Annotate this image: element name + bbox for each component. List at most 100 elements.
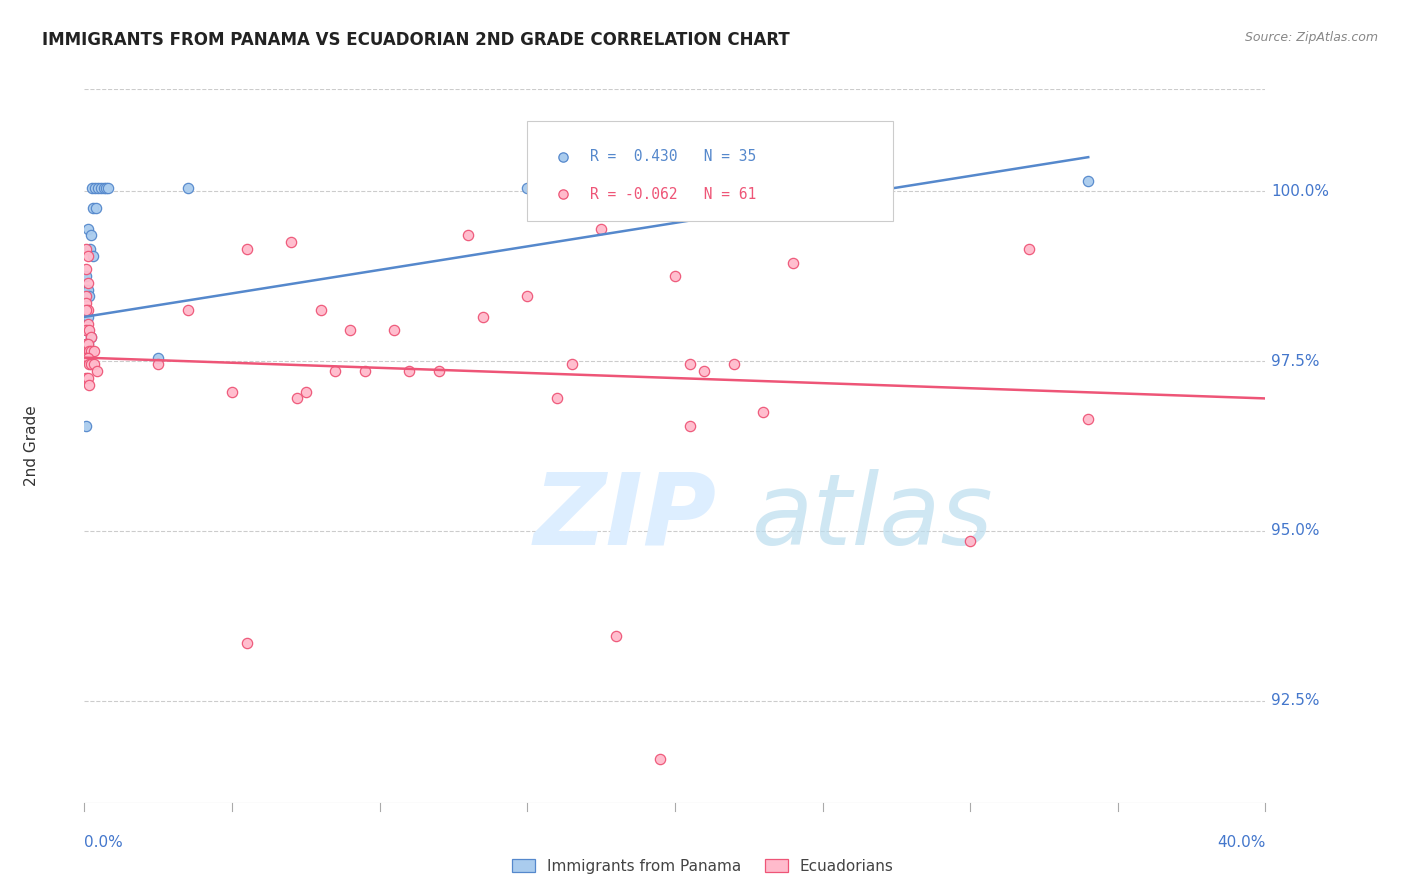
Point — [80, 330, 103, 344]
Point — [93, 180, 115, 194]
Point — [309, 303, 332, 318]
Point — [75, 269, 97, 284]
Point — [83, 343, 105, 358]
Point — [648, 751, 672, 765]
Point — [77, 283, 100, 297]
Point — [75, 337, 97, 351]
Point — [1077, 174, 1099, 188]
Point — [323, 364, 347, 378]
Point — [285, 392, 308, 406]
Point — [77, 276, 100, 290]
Point — [84, 201, 107, 215]
Point — [177, 303, 200, 318]
Point — [295, 384, 318, 399]
Text: R = -0.062   N = 61: R = -0.062 N = 61 — [591, 186, 756, 202]
Point — [1018, 242, 1040, 256]
Text: 95.0%: 95.0% — [1271, 524, 1320, 539]
Point — [75, 351, 97, 365]
Point — [280, 235, 302, 249]
Point — [75, 323, 97, 337]
Text: Source: ZipAtlas.com: Source: ZipAtlas.com — [1244, 31, 1378, 45]
Point — [75, 337, 97, 351]
FancyBboxPatch shape — [527, 121, 893, 221]
Text: 97.5%: 97.5% — [1271, 353, 1320, 368]
Point — [75, 351, 97, 365]
Point — [693, 364, 716, 378]
Point — [77, 221, 100, 235]
Point — [591, 221, 613, 235]
Point — [77, 249, 100, 263]
Text: 40.0%: 40.0% — [1218, 835, 1265, 850]
Point — [80, 228, 103, 243]
Point — [148, 358, 170, 372]
Point — [77, 371, 100, 385]
Point — [339, 323, 361, 337]
Point — [723, 358, 745, 372]
Point — [959, 534, 981, 549]
Point — [398, 364, 420, 378]
Text: atlas: atlas — [752, 469, 993, 566]
Point — [546, 392, 568, 406]
Text: 100.0%: 100.0% — [1271, 184, 1329, 199]
Point — [75, 262, 97, 277]
Point — [77, 317, 100, 331]
Point — [221, 384, 243, 399]
Point — [86, 180, 108, 194]
Point — [77, 323, 100, 337]
Point — [94, 180, 117, 194]
Point — [90, 180, 112, 194]
Point — [86, 364, 108, 378]
Point — [75, 242, 97, 256]
Point — [516, 180, 538, 194]
Point — [77, 351, 100, 365]
Point — [679, 418, 702, 433]
Point — [752, 405, 775, 419]
Text: 0.0%: 0.0% — [84, 835, 124, 850]
Point — [457, 228, 479, 243]
Point — [148, 351, 170, 365]
Point — [77, 351, 100, 365]
Point — [560, 358, 583, 372]
Point — [77, 377, 100, 392]
Point — [82, 201, 104, 215]
Point — [354, 364, 377, 378]
Point — [75, 418, 97, 433]
Point — [472, 310, 495, 324]
Text: R =  0.430   N = 35: R = 0.430 N = 35 — [591, 150, 756, 164]
Point — [97, 180, 120, 194]
Point — [382, 323, 406, 337]
Point — [235, 242, 259, 256]
Point — [177, 180, 200, 194]
Point — [80, 180, 103, 194]
Point — [75, 289, 97, 303]
Text: ZIP: ZIP — [533, 469, 716, 566]
Point — [75, 303, 97, 318]
Point — [77, 310, 100, 324]
Point — [679, 358, 702, 372]
Legend: Immigrants from Panama, Ecuadorians: Immigrants from Panama, Ecuadorians — [506, 853, 900, 880]
Text: 2nd Grade: 2nd Grade — [24, 406, 39, 486]
Point — [77, 289, 100, 303]
Point — [80, 358, 103, 372]
Point — [77, 343, 100, 358]
Text: IMMIGRANTS FROM PANAMA VS ECUADORIAN 2ND GRADE CORRELATION CHART: IMMIGRANTS FROM PANAMA VS ECUADORIAN 2ND… — [42, 31, 790, 49]
Point — [75, 371, 97, 385]
Point — [427, 364, 450, 378]
Point — [75, 323, 97, 337]
Text: 92.5%: 92.5% — [1271, 693, 1320, 708]
Point — [77, 337, 100, 351]
Point — [75, 283, 97, 297]
Point — [664, 269, 686, 284]
Point — [75, 296, 97, 310]
Point — [82, 249, 104, 263]
Point — [782, 255, 804, 269]
Point — [235, 636, 259, 650]
Point — [83, 358, 105, 372]
Point — [605, 629, 627, 643]
Point — [77, 303, 100, 318]
Point — [77, 337, 100, 351]
Point — [516, 289, 538, 303]
Point — [75, 289, 97, 303]
Point — [80, 330, 103, 344]
Point — [782, 178, 804, 192]
